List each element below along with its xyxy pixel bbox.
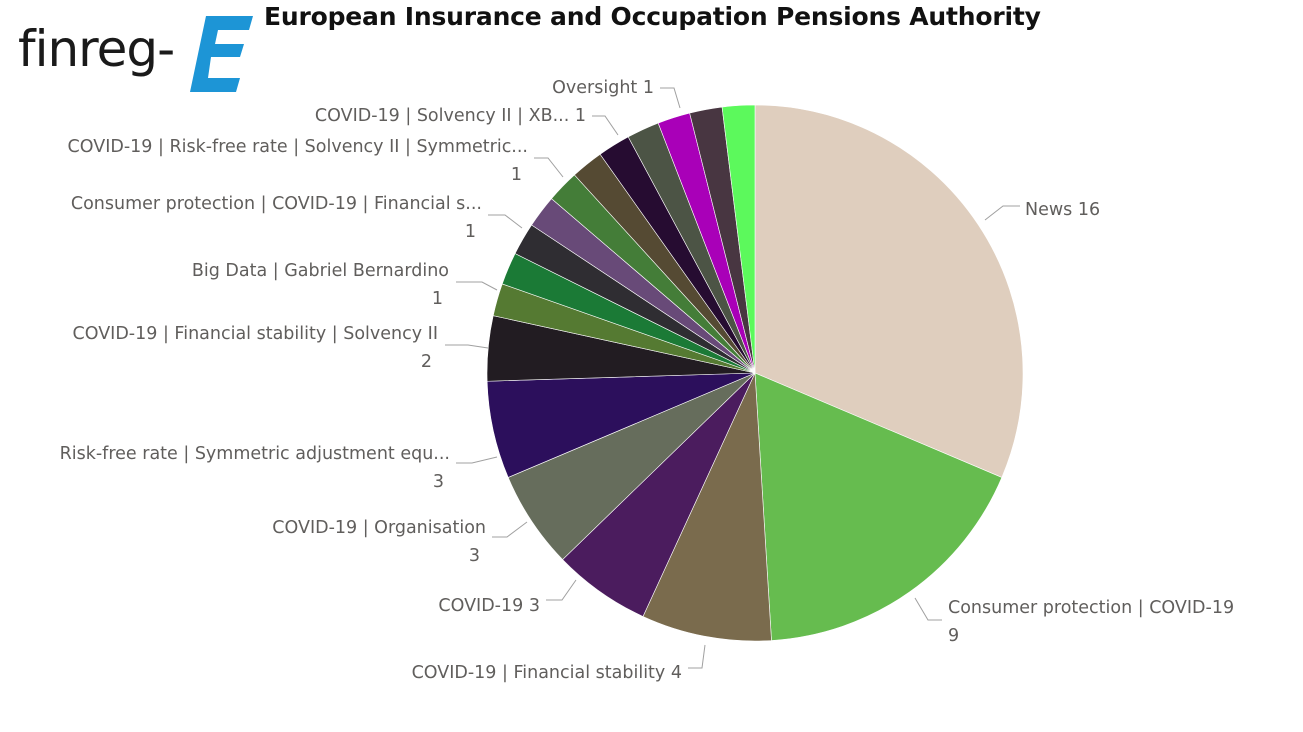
data-label-value: 4: [670, 663, 682, 683]
data-label-value: 1: [464, 222, 476, 242]
data-label: COVID-19 3: [438, 592, 540, 620]
data-label-value: 16: [1077, 200, 1101, 220]
data-label-value: 1: [642, 78, 654, 98]
data-label: COVID-19 | Solvency II | XB... 1: [315, 102, 586, 130]
data-label-value: 3: [432, 472, 444, 492]
svg-text:finreg-: finreg-: [18, 20, 174, 78]
data-label-category: Consumer protection | COVID-19: [948, 598, 1235, 618]
pie-slice[interactable]: [754, 372, 1003, 641]
data-label-value: 1: [431, 289, 443, 309]
data-label: Consumer protection | COVID-19 9: [948, 594, 1234, 650]
leader-line: [688, 644, 706, 669]
data-label-category: COVID-19 | Solvency II | XB...: [314, 106, 570, 126]
data-label: Big Data | Gabriel Bernardino 1: [192, 257, 449, 313]
data-label: Consumer protection | COVID-19 | Financi…: [71, 190, 482, 246]
data-label-category: Consumer protection | COVID-19 | Financi…: [70, 194, 482, 214]
data-label: COVID-19 | Risk-free rate | Solvency II …: [68, 133, 528, 189]
data-label: Oversight 1: [552, 74, 654, 102]
data-label: COVID-19 | Organisation 3: [272, 514, 486, 570]
pie-slice[interactable]: [754, 104, 1024, 478]
data-label-category: COVID-19 | Financial stability | Solvenc…: [72, 324, 438, 344]
leader-line: [456, 281, 498, 291]
leader-line: [914, 597, 942, 621]
data-label-category: COVID-19: [438, 596, 524, 616]
leader-line: [984, 205, 1020, 221]
leader-line: [660, 87, 681, 109]
data-label-value: 2: [420, 352, 432, 372]
data-label-category: Big Data | Gabriel Bernardino: [191, 261, 449, 281]
data-label-category: News: [1025, 200, 1073, 220]
data-label-value: 1: [510, 165, 522, 185]
data-label-value: 9: [948, 626, 960, 646]
leader-line: [456, 456, 498, 464]
pie-slice[interactable]: [721, 104, 756, 374]
leader-line: [445, 344, 489, 349]
data-label: News 16: [1025, 196, 1100, 224]
data-label-value: 3: [468, 546, 480, 566]
data-label-category: COVID-19 | Organisation: [272, 518, 486, 538]
data-label-category: Risk-free rate | Symmetric adjustment eq…: [59, 444, 450, 464]
data-label: COVID-19 | Financial stability | Solvenc…: [73, 320, 438, 376]
data-label-category: COVID-19 | Financial stability: [411, 663, 666, 683]
chart-title: European Insurance and Occupation Pensio…: [264, 2, 1041, 31]
data-label: Risk-free rate | Symmetric adjustment eq…: [60, 440, 450, 496]
data-label: COVID-19 | Financial stability 4: [412, 659, 682, 687]
pie-slice[interactable]: [642, 372, 772, 642]
leader-line: [492, 521, 528, 538]
leader-line: [592, 115, 619, 136]
leader-line: [546, 579, 577, 601]
leader-line: [488, 214, 523, 229]
data-label-value: 1: [574, 106, 586, 126]
finreg-e-logo: finreg-: [18, 16, 253, 92]
data-label-category: Oversight: [552, 78, 638, 98]
leader-line: [534, 157, 564, 178]
data-label-value: 3: [528, 596, 540, 616]
data-label-category: COVID-19 | Risk-free rate | Solvency II …: [67, 137, 528, 157]
